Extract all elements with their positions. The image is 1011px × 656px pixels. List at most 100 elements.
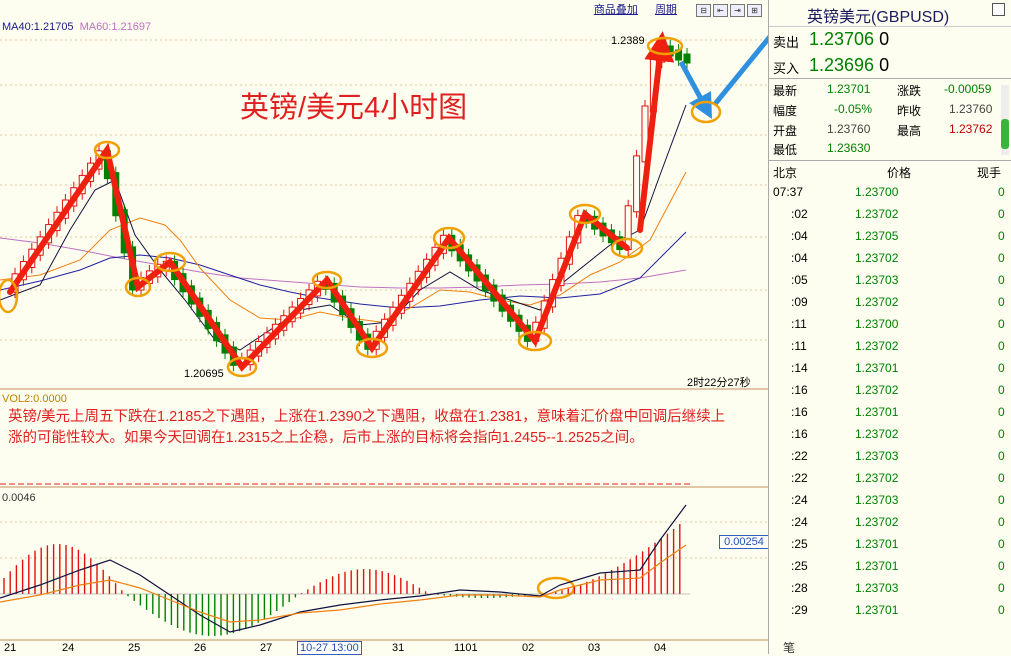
- tick-row[interactable]: :25 1.23701 0: [769, 555, 1011, 577]
- tick-time: :04: [791, 229, 808, 243]
- tick-time: :25: [791, 559, 808, 573]
- tick-row[interactable]: 07:37 1.23700 0: [769, 181, 1011, 203]
- time-tick: 26: [194, 642, 207, 654]
- tick-volume: 0: [998, 383, 1005, 397]
- tick-row[interactable]: :04 1.23705 0: [769, 225, 1011, 247]
- tick-volume: 0: [998, 581, 1005, 595]
- tick-time: 07:37: [773, 185, 804, 199]
- time-axis: 21 24 25 26 27 31 1101 02 03 04: [0, 641, 768, 654]
- time-tick: 03: [588, 642, 601, 654]
- amp-value: -0.05%: [834, 102, 873, 116]
- tick-time: :25: [791, 537, 808, 551]
- tick-price: 1.23701: [855, 537, 899, 551]
- tick-volume: 0: [998, 493, 1005, 507]
- tick-volume: 0: [998, 559, 1005, 573]
- tick-row[interactable]: :28 1.23703 0: [769, 577, 1011, 599]
- ma-pink: [0, 237, 687, 289]
- time-tick: 24: [62, 642, 75, 654]
- tick-time: :24: [791, 493, 808, 507]
- stats-scrollbar-thumb[interactable]: [1001, 119, 1009, 149]
- chart-area[interactable]: MA40:1.21705 MA60:1.21697 商品叠加 周期 ⊟ ⇤ ⇥ ⊞ 英镑…: [0, 0, 769, 655]
- buy-label: 买入: [773, 61, 800, 76]
- panel-toggle-icon[interactable]: [992, 3, 1005, 16]
- period-link[interactable]: 周期: [654, 4, 677, 16]
- footer-label[interactable]: 笔: [783, 641, 796, 655]
- tick-time: :04: [791, 251, 808, 265]
- tick-row[interactable]: :05 1.23703 0: [769, 269, 1011, 291]
- tick-vol-header: 现手: [977, 166, 1002, 180]
- tick-time: :14: [791, 361, 808, 375]
- tick-volume: 0: [998, 295, 1005, 309]
- countdown-timer: 2时22分27秒: [687, 377, 751, 389]
- tick-row[interactable]: :22 1.23703 0: [769, 445, 1011, 467]
- move-right-icon[interactable]: ⇥: [730, 4, 745, 17]
- tick-time: :11: [791, 317, 807, 331]
- tick-volume: 0: [998, 427, 1005, 441]
- tick-row[interactable]: :16 1.23702 0: [769, 423, 1011, 445]
- tick-row[interactable]: :09 1.23702 0: [769, 291, 1011, 313]
- analysis-commentary: 英镑/美元上周五下跌在1.2185之下遇阻，上涨在1.2390之下遇阻，收盘在1…: [8, 409, 726, 446]
- tick-volume: 0: [998, 471, 1005, 485]
- macd-dif: [0, 504, 687, 633]
- price-chart[interactable]: [0, 0, 768, 654]
- tick-volume: 0: [998, 273, 1005, 287]
- high-label: 最高: [897, 124, 922, 138]
- forecast-arrows: [678, 35, 768, 119]
- move-left-icon[interactable]: ⇤: [713, 4, 728, 17]
- tick-row[interactable]: :04 1.23702 0: [769, 247, 1011, 269]
- tick-row[interactable]: :22 1.23702 0: [769, 467, 1011, 489]
- tick-volume: 0: [998, 449, 1005, 463]
- tick-row[interactable]: :11 1.23700 0: [769, 313, 1011, 335]
- tick-row[interactable]: :02 1.23702 0: [769, 203, 1011, 225]
- time-tick: 25: [128, 642, 141, 654]
- tick-price: 1.23703: [855, 273, 899, 287]
- zoom-out-icon[interactable]: ⊟: [696, 4, 711, 17]
- latest-label: 最新: [773, 84, 798, 98]
- macd-dea: [0, 544, 687, 623]
- tick-row[interactable]: :25 1.23701 0: [769, 533, 1011, 555]
- sell-row[interactable]: 卖出 1.23706 0: [769, 28, 1011, 50]
- tick-price-header: 价格: [887, 166, 912, 180]
- ma40-label: MA40:1.21705: [2, 21, 74, 33]
- sell-price: 1.23706 0: [809, 29, 890, 49]
- tick-row[interactable]: :24 1.23702 0: [769, 511, 1011, 533]
- tick-volume: 0: [998, 515, 1005, 529]
- tick-price: 1.23702: [855, 295, 899, 309]
- tick-time: :16: [791, 383, 808, 397]
- latest-value: 1.23701: [827, 82, 871, 96]
- time-tick: 04: [654, 642, 667, 654]
- tick-row[interactable]: :24 1.23703 0: [769, 489, 1011, 511]
- sell-label: 卖出: [773, 35, 800, 50]
- tick-price: 1.23702: [855, 383, 899, 397]
- tick-time: :29: [791, 603, 808, 617]
- buy-row[interactable]: 买入 1.23696 0: [769, 54, 1011, 79]
- symbol-title: 英镑美元(GBPUSD): [807, 9, 950, 26]
- macd-histogram: [3, 524, 681, 636]
- tick-time: :16: [791, 405, 808, 419]
- tick-volume: 0: [998, 317, 1005, 331]
- tick-row[interactable]: :29 1.23701 0: [769, 599, 1011, 621]
- change-value: -0.00059: [944, 82, 992, 96]
- tick-row[interactable]: :11 1.23702 0: [769, 335, 1011, 357]
- candle-body: [633, 155, 641, 213]
- quote-panel: 英镑美元(GBPUSD) 卖出 1.23706 0 买入 1.23696 0 最…: [768, 0, 1011, 655]
- macd-value-tag: 0.00254: [719, 535, 769, 549]
- chart-toolbar: 商品叠加 周期 ⊟ ⇤ ⇥ ⊞: [580, 1, 762, 17]
- overlay-title: 英镑/美元4小时图: [240, 92, 468, 124]
- tick-row[interactable]: :16 1.23702 0: [769, 379, 1011, 401]
- tick-row[interactable]: :16 1.23701 0: [769, 401, 1011, 423]
- buy-price: 1.23696 0: [809, 55, 890, 75]
- turning-circles: [0, 36, 722, 600]
- tick-price: 1.23703: [855, 581, 899, 595]
- overlay-link[interactable]: 商品叠加: [593, 4, 638, 16]
- prev-value: 1.23760: [949, 102, 993, 116]
- time-tick: 31: [392, 642, 405, 654]
- ma-orange: [0, 171, 687, 323]
- zoom-in-icon[interactable]: ⊞: [747, 4, 762, 17]
- tick-row[interactable]: :14 1.23701 0: [769, 357, 1011, 379]
- tick-time: :16: [791, 427, 808, 441]
- tick-header: 北京 价格 现手: [769, 160, 1011, 181]
- peak-price-label: 1.2389: [611, 35, 645, 47]
- ma-legend: MA40:1.21705 MA60:1.21697: [2, 21, 151, 33]
- cursor-time-label: 10-27 13:00: [297, 641, 362, 655]
